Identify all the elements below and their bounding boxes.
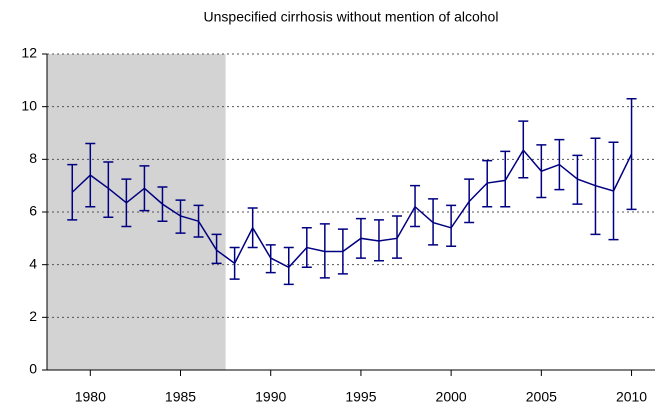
x-tick-label: 2010	[616, 389, 647, 405]
x-tick-label: 2000	[436, 389, 467, 405]
line-series	[71, 148, 633, 269]
y-tick-label: 6	[29, 203, 37, 219]
chart-title: Unspecified cirrhosis without mention of…	[204, 9, 499, 25]
error-bar	[446, 204, 457, 247]
y-tick-label: 0	[29, 361, 37, 377]
x-tick-label: 1985	[165, 389, 196, 405]
y-tick-label: 4	[29, 255, 37, 271]
x-tick-label: 1990	[255, 389, 286, 405]
y-tick-label: 2	[29, 308, 37, 324]
shaded-region	[47, 54, 226, 370]
y-tick-label: 12	[21, 45, 37, 61]
x-tick-label: 1980	[75, 389, 106, 405]
y-tick-label: 8	[29, 150, 37, 166]
x-tick-label: 2005	[526, 389, 557, 405]
x-tick-label: 1995	[345, 389, 376, 405]
error-bar	[283, 246, 294, 286]
error-bar	[103, 161, 114, 219]
y-tick-label: 10	[21, 97, 37, 113]
